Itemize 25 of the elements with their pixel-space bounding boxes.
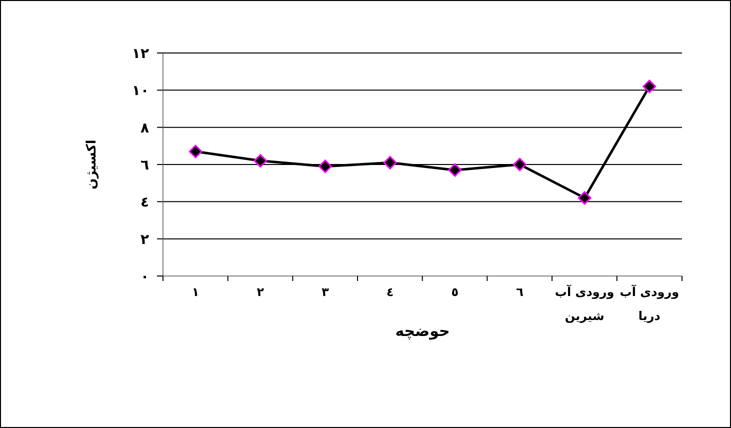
x-tick-label: ٥ [451, 285, 459, 299]
y-tick-label: ١٠ [132, 83, 149, 100]
x-axis-title: حوضچه [395, 322, 450, 340]
y-tick-label: ١٢ [132, 46, 150, 62]
x-tick-label: ٦ [516, 285, 524, 299]
point [188, 144, 202, 158]
x-tick-label: ١ [192, 285, 200, 299]
y-axis-title: اکسیژن [84, 140, 100, 190]
y-tick-label: ٤ [140, 194, 149, 211]
x-tick-label: ٤ [386, 285, 394, 299]
x-tick-label: ورودی آب دریا [620, 284, 680, 323]
point [448, 163, 462, 177]
x-tick-label: ٣ [322, 285, 330, 299]
x-tick-label: ورودی آب شیرین [554, 284, 614, 323]
point [642, 80, 656, 94]
y-tick-label: ٢ [140, 232, 150, 248]
y-tick-label: ٦ [140, 157, 150, 174]
point [383, 156, 397, 170]
y-tick-label: ٠ [140, 268, 149, 285]
point [578, 191, 592, 205]
point [513, 158, 527, 172]
x-tick-label: ٢ [256, 285, 265, 299]
point [318, 160, 332, 174]
point [254, 154, 268, 168]
y-tick-label: ٨ [140, 120, 150, 136]
